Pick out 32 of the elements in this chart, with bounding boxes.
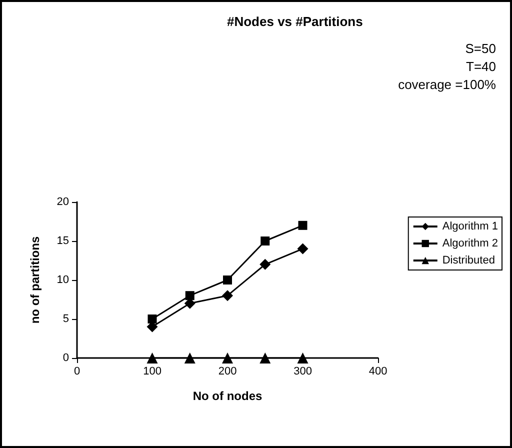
y-axis-title: no of partitions — [28, 236, 42, 324]
x-tick-label: 300 — [294, 366, 312, 378]
y-tick-label: 5 — [62, 313, 69, 325]
chart-title: #Nodes vs #Partitions — [227, 14, 363, 29]
point — [297, 243, 308, 254]
point — [298, 220, 308, 230]
point — [222, 290, 233, 302]
x-axis-title: No of nodes — [192, 389, 262, 403]
legend-label: Algorithm 2 — [442, 238, 498, 250]
point — [260, 258, 271, 270]
x-tick-label: 400 — [368, 366, 388, 378]
point — [148, 314, 157, 324]
text: T=40 — [466, 59, 496, 74]
point — [185, 291, 194, 300]
x-tick-label: 100 — [143, 366, 162, 378]
y-tick-label: 15 — [56, 235, 69, 247]
text: coverage =100% — [398, 77, 496, 92]
point — [184, 352, 196, 364]
legend-label: Distributed — [442, 254, 495, 266]
point — [223, 276, 232, 284]
point — [297, 352, 308, 364]
point — [260, 352, 271, 364]
x-tick-label: 0 — [74, 366, 80, 378]
x-tick-label: 200 — [218, 366, 237, 378]
point — [260, 236, 270, 246]
text: S=50 — [465, 41, 496, 56]
point — [222, 352, 233, 364]
y-tick-label: 10 — [56, 274, 69, 286]
point — [146, 352, 158, 364]
y-tick-label: 0 — [62, 352, 69, 364]
legend-label: Algorithm 1 — [442, 220, 498, 232]
y-tick-label: 20 — [56, 196, 69, 208]
